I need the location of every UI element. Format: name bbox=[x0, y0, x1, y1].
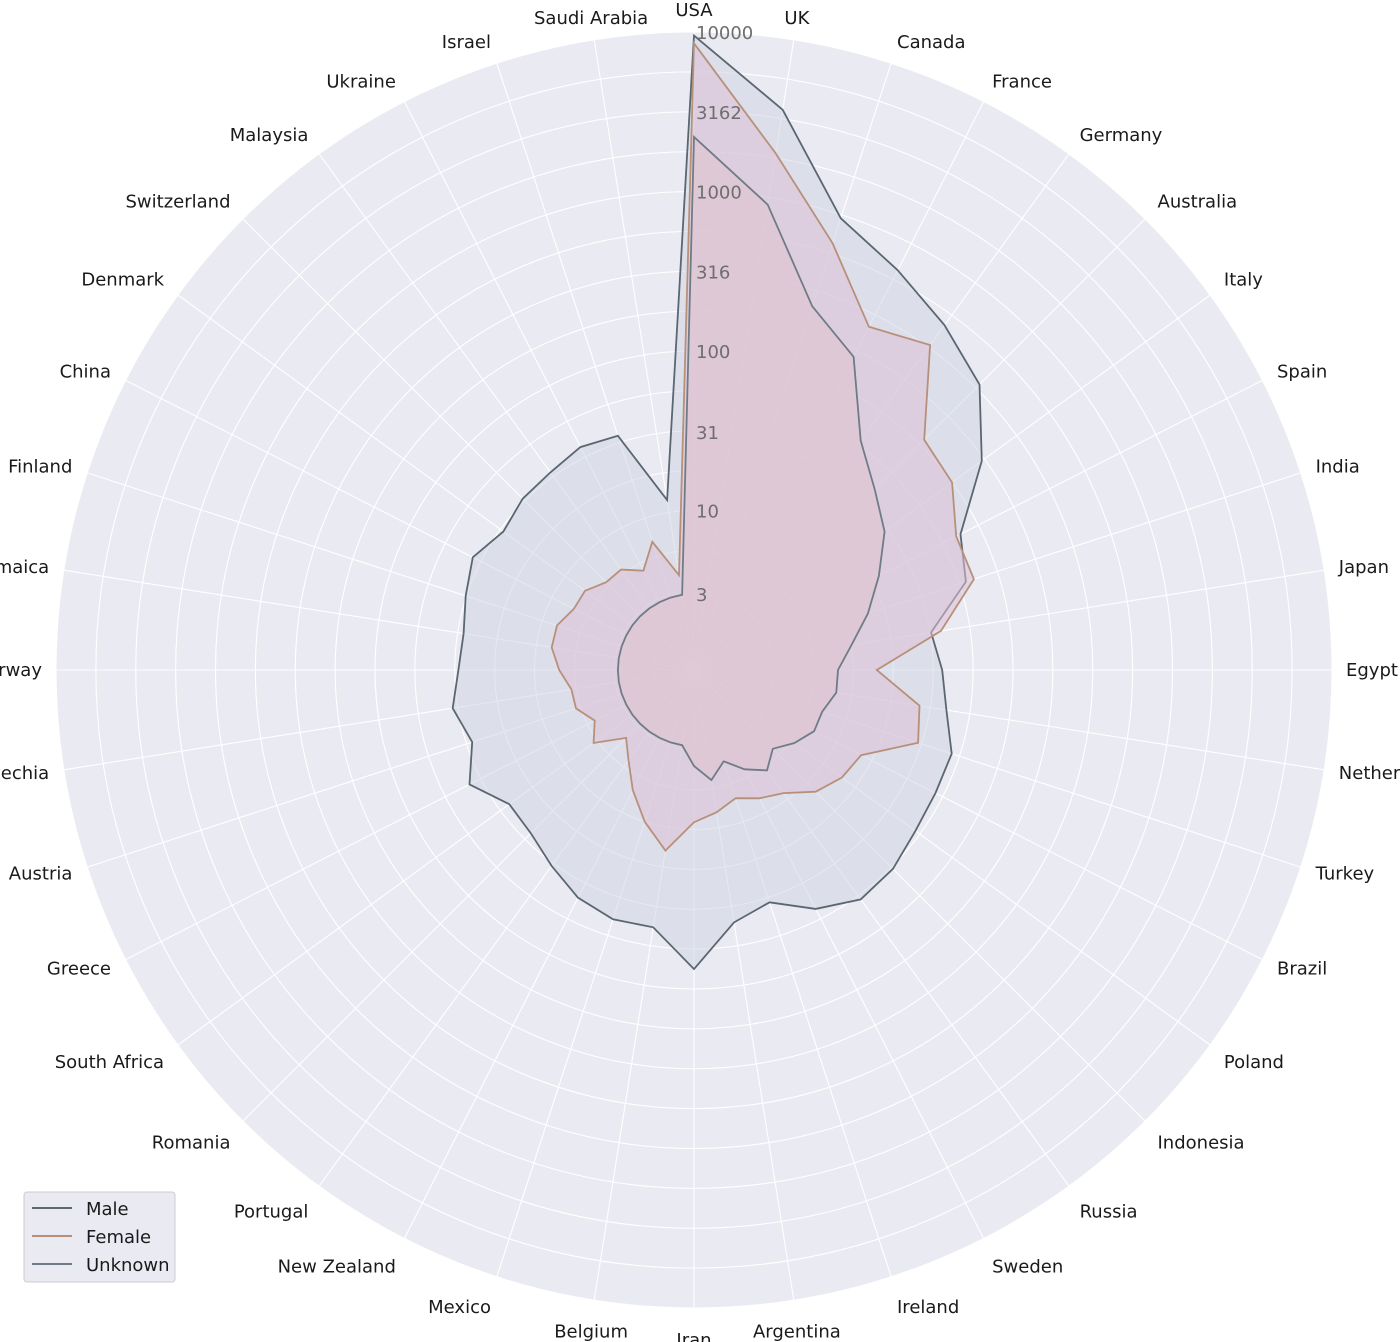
category-label: Poland bbox=[1224, 1052, 1284, 1073]
category-label: UK bbox=[784, 8, 810, 29]
legend-label: Unknown bbox=[86, 1255, 170, 1276]
category-label: New Zealand bbox=[278, 1257, 396, 1278]
category-label: Saudi Arabia bbox=[534, 8, 648, 29]
radial-tick-label: 316 bbox=[696, 262, 730, 283]
radial-tick-label: 1000 bbox=[696, 183, 742, 204]
category-label: Indonesia bbox=[1158, 1133, 1245, 1154]
category-label: Spain bbox=[1277, 361, 1327, 382]
category-label: Jamaica bbox=[0, 557, 49, 578]
legend: Male Female Unknown bbox=[23, 1191, 176, 1283]
radial-tick-label: 31 bbox=[696, 423, 719, 444]
category-label: Romania bbox=[152, 1133, 231, 1154]
radial-tick-label: 10 bbox=[696, 502, 719, 523]
category-label: Australia bbox=[1158, 192, 1238, 213]
category-label: Ireland bbox=[897, 1297, 959, 1318]
category-label: Israel bbox=[442, 32, 491, 53]
category-label: Portugal bbox=[234, 1201, 309, 1222]
category-label: France bbox=[992, 71, 1052, 92]
category-label: Argentina bbox=[753, 1322, 841, 1342]
category-label: Mexico bbox=[428, 1297, 491, 1318]
series-unknown-area bbox=[616, 134, 886, 782]
category-label: Finland bbox=[8, 457, 72, 478]
category-label: India bbox=[1316, 457, 1360, 478]
category-label: Greece bbox=[47, 959, 111, 980]
radial-tick-label: 100 bbox=[696, 342, 730, 363]
radial-tick-label: 3 bbox=[696, 585, 707, 606]
category-label: Czechia bbox=[0, 763, 49, 784]
category-label: Japan bbox=[1338, 557, 1389, 578]
category-label: Switzerland bbox=[126, 192, 231, 213]
legend-label: Female bbox=[86, 1227, 151, 1248]
category-label: Russia bbox=[1080, 1201, 1138, 1222]
radial-tick-label: 3162 bbox=[696, 103, 742, 124]
category-label: Turkey bbox=[1315, 863, 1375, 884]
category-label: Malaysia bbox=[230, 125, 309, 146]
category-label: Sweden bbox=[992, 1257, 1063, 1278]
category-label: Austria bbox=[9, 863, 73, 884]
category-label: China bbox=[60, 361, 111, 382]
category-label: South Africa bbox=[55, 1052, 164, 1073]
radial-tick-label: 10000 bbox=[696, 23, 753, 44]
category-label: USA bbox=[675, 0, 713, 21]
category-label: Netherlands bbox=[1339, 763, 1400, 784]
category-label: Norway bbox=[0, 660, 42, 681]
radial-tick-labels: 3 10 31 100 316 1000 3162 10000 bbox=[696, 23, 753, 606]
category-label: Ukraine bbox=[326, 71, 396, 92]
category-label: Italy bbox=[1224, 270, 1263, 291]
category-label: Iran bbox=[676, 1330, 711, 1342]
category-label: Denmark bbox=[81, 270, 164, 291]
series-layer bbox=[451, 33, 983, 971]
legend-label: Male bbox=[86, 1199, 129, 1220]
category-label: Belgium bbox=[554, 1322, 628, 1342]
category-label: Germany bbox=[1080, 125, 1163, 146]
category-label: Canada bbox=[897, 32, 966, 53]
category-label: Egypt bbox=[1346, 660, 1398, 681]
legend-box bbox=[23, 1191, 176, 1283]
category-label: Brazil bbox=[1277, 959, 1327, 980]
